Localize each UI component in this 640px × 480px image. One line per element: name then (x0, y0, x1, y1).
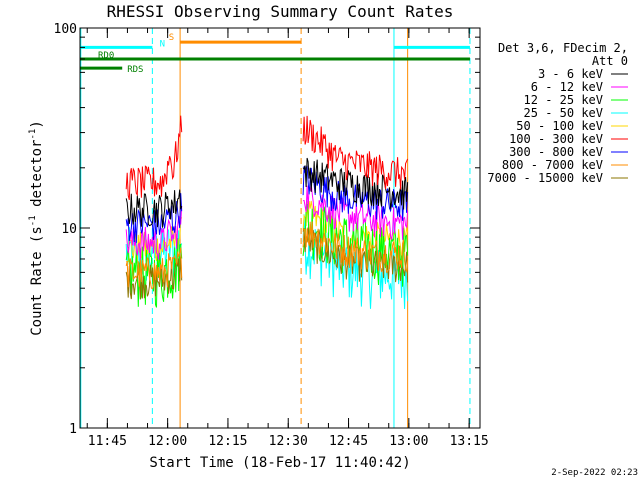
legend-entry-label: 6 - 12 keV (531, 80, 603, 94)
series-line (302, 157, 409, 210)
series-line (125, 115, 183, 201)
flag-label: N (160, 39, 165, 49)
legend-entry-label: 3 - 6 keV (538, 67, 603, 81)
x-tick-label: 11:45 (88, 434, 127, 449)
series-line (125, 193, 183, 243)
x-tick-label: 13:00 (389, 434, 428, 449)
legend-entry-label: 50 - 100 keV (516, 119, 603, 133)
y-axis-label-part: detector (29, 140, 45, 216)
series-line (125, 205, 183, 260)
legend-entry-label: 25 - 50 keV (524, 106, 603, 120)
plot-area: NS RD0 RDS (80, 28, 471, 428)
series-line (125, 247, 183, 289)
flag-label: S (169, 33, 174, 43)
y-axis-label-part: ) (29, 120, 45, 128)
y-axis-label: Count Rate (s-1 detector-1) (28, 120, 45, 336)
x-axis-label: Start Time (18-Feb-17 11:40:42) (149, 455, 410, 471)
axes-frame (79, 27, 481, 429)
x-tick-label: 12:45 (329, 434, 368, 449)
legend-header-line: Att 0 (592, 54, 628, 68)
y-tick-label: 10 (61, 222, 77, 237)
x-tick-label: 12:30 (269, 434, 308, 449)
axes: 1 10 100 11:45 12:00 12:15 12:30 12:45 13:00 13:1… (54, 22, 489, 449)
y-axis-label-exponent: -1 (28, 129, 38, 140)
legend-entry-label: 7000 - 15000 keV (487, 171, 603, 185)
legend-entry-label: 12 - 25 keV (524, 93, 603, 107)
series-line (302, 115, 409, 190)
legend-entry-label: 100 - 300 keV (509, 132, 603, 146)
chart-title: RHESSI Observing Summary Count Rates (107, 2, 454, 21)
y-axis-label-exponent: -1 (28, 215, 38, 226)
series-line (125, 189, 183, 228)
flag-label: RDS (127, 65, 143, 75)
y-axis-label-part: Count Rate (s (29, 226, 45, 336)
series-line (302, 165, 409, 221)
y-tick-label: 1 (69, 422, 77, 437)
series-line (303, 183, 409, 240)
timestamp: 2-Sep-2022 02:23 (551, 468, 638, 478)
legend-entry-label: 300 - 800 keV (509, 145, 603, 159)
x-tick-label: 12:15 (208, 434, 247, 449)
legend-entry-label: 800 - 7000 keV (502, 158, 603, 172)
flag-label: RD0 (98, 51, 114, 61)
x-tick-label: 12:00 (148, 434, 187, 449)
y-tick-label: 100 (54, 22, 77, 37)
legend-header-line: Det 3,6, FDecim 2, (498, 41, 628, 55)
series-line (302, 221, 409, 274)
x-tick-label: 13:15 (450, 434, 489, 449)
